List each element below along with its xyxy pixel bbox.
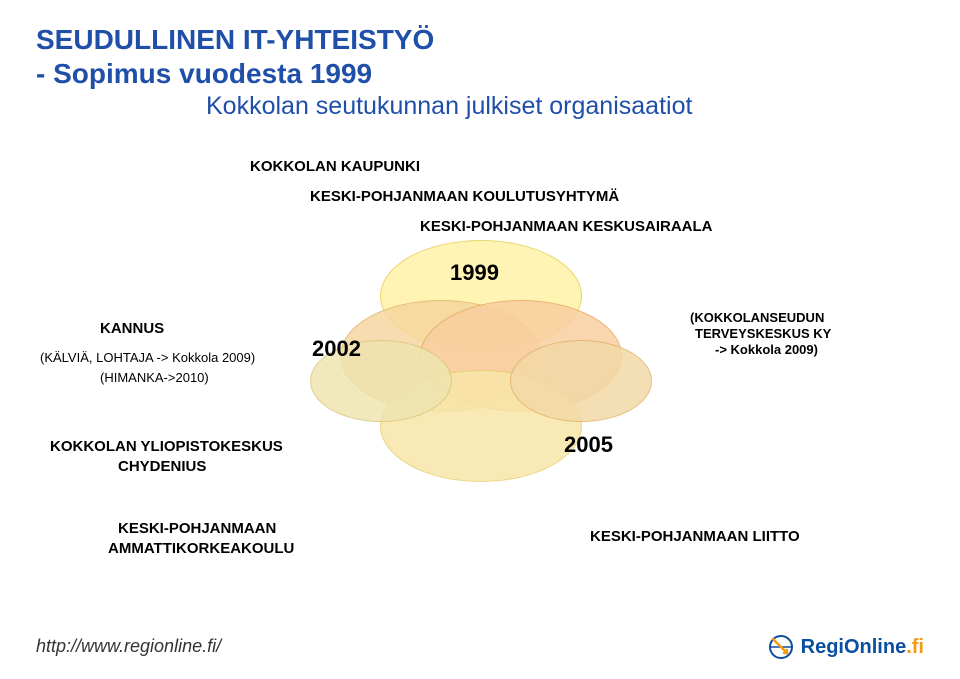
- year-y1999: 1999: [450, 260, 499, 286]
- label-terveyskeskus_l1: (KOKKOLANSEUDUN: [690, 310, 824, 325]
- year-y2005: 2005: [564, 432, 613, 458]
- logo-text-main: RegiOnline: [801, 636, 907, 658]
- label-himanka: (HIMANKA->2010): [100, 370, 209, 385]
- title-line-1: SEUDULLINEN IT-YHTEISTYÖ: [36, 24, 434, 56]
- label-kokkolan_kaupunki: KOKKOLAN KAUPUNKI: [250, 158, 420, 175]
- label-amk_l2: AMMATTIKORKEAKOULU: [108, 540, 294, 557]
- subtitle: Kokkolan seutukunnan julkiset organisaat…: [206, 92, 692, 121]
- label-yliopistokeskus_l1: KOKKOLAN YLIOPISTOKESKUS: [50, 438, 283, 455]
- label-kalvia: (KÄLVIÄ, LOHTAJA -> Kokkola 2009): [40, 350, 255, 365]
- label-terveyskeskus_l3: -> Kokkola 2009): [715, 342, 818, 357]
- logo: RegiOnline.fi: [767, 633, 924, 661]
- label-terveyskeskus_l2: TERVEYSKESKUS KY: [695, 326, 831, 341]
- label-amk_l1: KESKI-POHJANMAAN: [118, 520, 276, 537]
- label-liitto: KESKI-POHJANMAAN LIITTO: [590, 528, 800, 545]
- label-keskusairaala: KESKI-POHJANMAAN KESKUSAIRAALA: [420, 218, 713, 235]
- globe-arrow-icon: [767, 633, 795, 661]
- label-koulutusyhtyma: KESKI-POHJANMAAN KOULUTUSYHTYMÄ: [310, 188, 619, 205]
- year-y2002: 2002: [312, 336, 361, 362]
- venn-ellipse-5: [510, 340, 652, 422]
- footer-url: http://www.regionline.fi/: [36, 636, 221, 657]
- logo-text-suffix: .fi: [906, 636, 924, 658]
- label-yliopistokeskus_l2: CHYDENIUS: [118, 458, 206, 475]
- title-line-2: - Sopimus vuodesta 1999: [36, 58, 372, 90]
- logo-text: RegiOnline.fi: [801, 636, 924, 659]
- label-kannus: KANNUS: [100, 320, 164, 337]
